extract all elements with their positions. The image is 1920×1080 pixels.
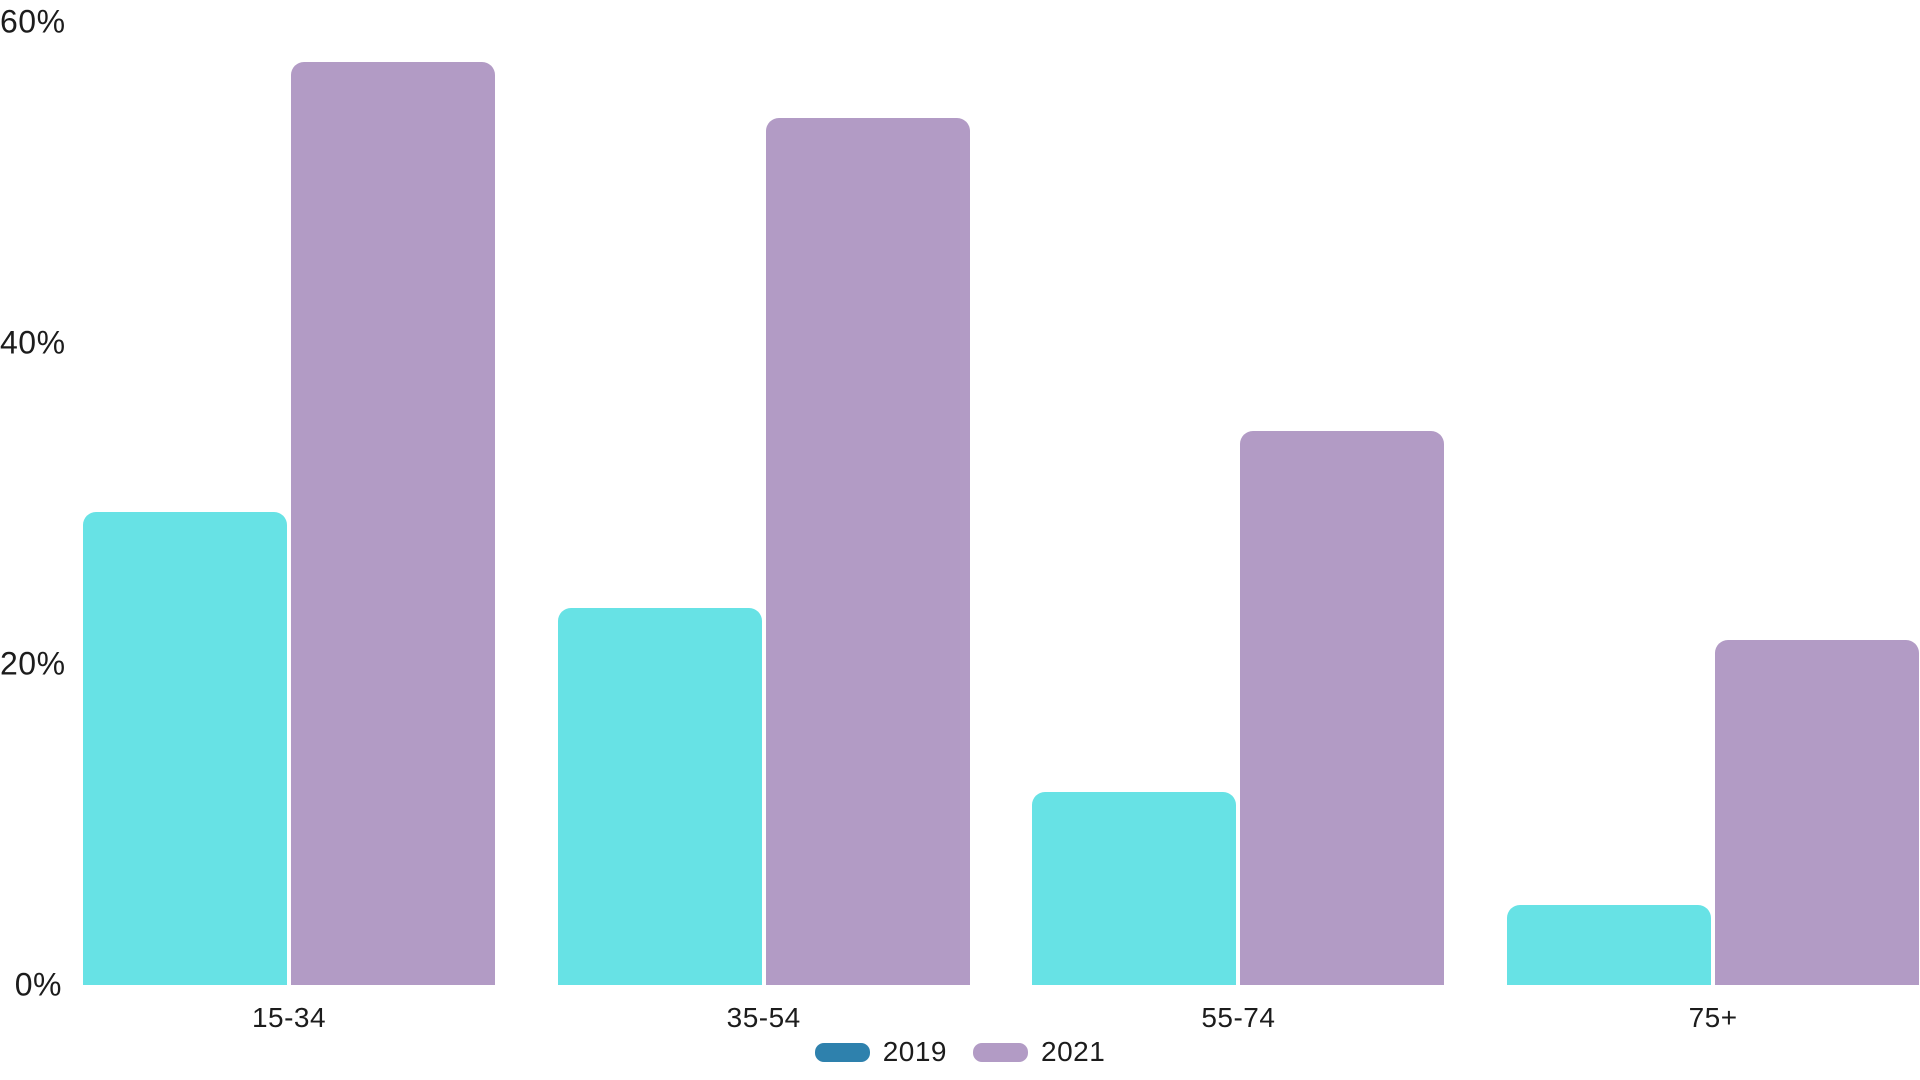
legend-swatch-icon [814,1042,870,1062]
legend: 2019 2021 [0,1038,1920,1066]
x-axis-category-label: 55-74 [1201,1002,1276,1033]
x-axis-category-label: 75+ [1688,1002,1738,1033]
legend-label: 2021 [1041,1036,1106,1067]
bar-2019-35-54 [557,607,762,985]
legend-item-2019: 2019 [814,1036,947,1067]
y-axis-tick-label: 40% [0,324,66,361]
x-axis-category-label: 35-54 [726,1002,801,1033]
bar-2019-15-34 [83,511,287,985]
legend-swatch-icon [973,1042,1028,1062]
bar-2021-55-74 [1240,431,1445,985]
x-axis-category-label: 15-34 [251,1002,327,1033]
bar-2019-75+ [1507,904,1712,985]
bar-2021-15-34 [291,62,495,985]
y-axis-tick-label: 60% [0,3,66,40]
bar-2021-75+ [1715,639,1920,985]
y-axis-tick-label: 20% [0,645,66,682]
legend-label: 2019 [882,1036,947,1067]
legend-item-2021: 2021 [973,1038,1105,1066]
y-axis-tick-label: 0% [14,966,62,1003]
bar-2019-55-74 [1032,792,1237,985]
bar-2021-35-54 [765,118,970,985]
